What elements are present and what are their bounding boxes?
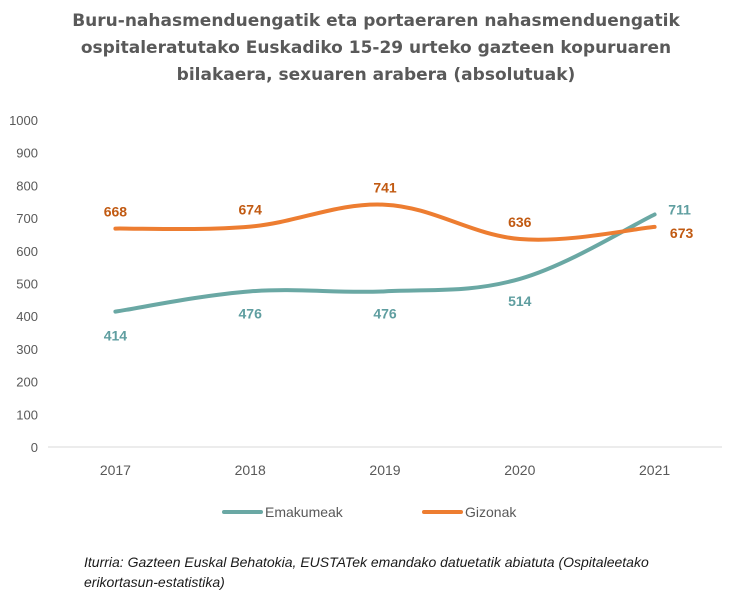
data-label: 476 bbox=[373, 305, 397, 321]
y-tick-label: 600 bbox=[16, 244, 38, 259]
data-label: 476 bbox=[239, 305, 263, 321]
source-note: Iturria: Gazteen Euskal Behatokia, EUSTA… bbox=[84, 554, 649, 590]
x-tick-label: 2017 bbox=[100, 462, 131, 478]
chart-title-line-3: bilakaera, sexuaren arabera (absolutuak) bbox=[176, 65, 576, 85]
x-tick-label: 2020 bbox=[504, 462, 535, 478]
chart-title-line-1: Buru-nahasmenduengatik eta portaeraren n… bbox=[72, 11, 680, 31]
chart-title-line-2: ospitaleratutako Euskadiko 15-29 urteko … bbox=[80, 38, 672, 58]
series-line-gizonak bbox=[113, 202, 657, 242]
data-label: 514 bbox=[508, 293, 532, 309]
y-tick-label: 700 bbox=[16, 211, 38, 226]
data-label: 673 bbox=[670, 225, 694, 241]
line-chart: 0 100 200 300 400 500 600 700 800 900 1000 2017 2018… bbox=[9, 113, 722, 520]
data-label: 636 bbox=[508, 214, 532, 230]
y-tick-label: 200 bbox=[16, 375, 38, 390]
data-label: 711 bbox=[668, 202, 691, 218]
y-tick-label: 100 bbox=[16, 407, 38, 422]
y-tick-label: 300 bbox=[16, 342, 38, 357]
data-label: 414 bbox=[104, 328, 128, 344]
y-tick-label: 400 bbox=[16, 309, 38, 324]
x-tick-label: 2021 bbox=[639, 462, 670, 478]
legend-label: Gizonak bbox=[465, 504, 517, 520]
x-tick-label: 2019 bbox=[369, 462, 400, 478]
y-tick-label: 0 bbox=[31, 440, 38, 455]
y-tick-label: 800 bbox=[16, 178, 38, 193]
data-label: 668 bbox=[104, 204, 128, 220]
chart-title: Buru-nahasmenduengatik eta portaeraren n… bbox=[20, 8, 732, 89]
y-tick-label: 900 bbox=[16, 146, 38, 161]
data-label: 741 bbox=[373, 180, 397, 196]
legend-label: Emakumeak bbox=[265, 504, 344, 520]
y-tick-label: 500 bbox=[16, 277, 38, 292]
data-label: 674 bbox=[239, 202, 263, 218]
y-tick-label: 1000 bbox=[9, 113, 38, 128]
x-tick-label: 2018 bbox=[235, 462, 266, 478]
series-line-emakumeak bbox=[113, 212, 657, 314]
